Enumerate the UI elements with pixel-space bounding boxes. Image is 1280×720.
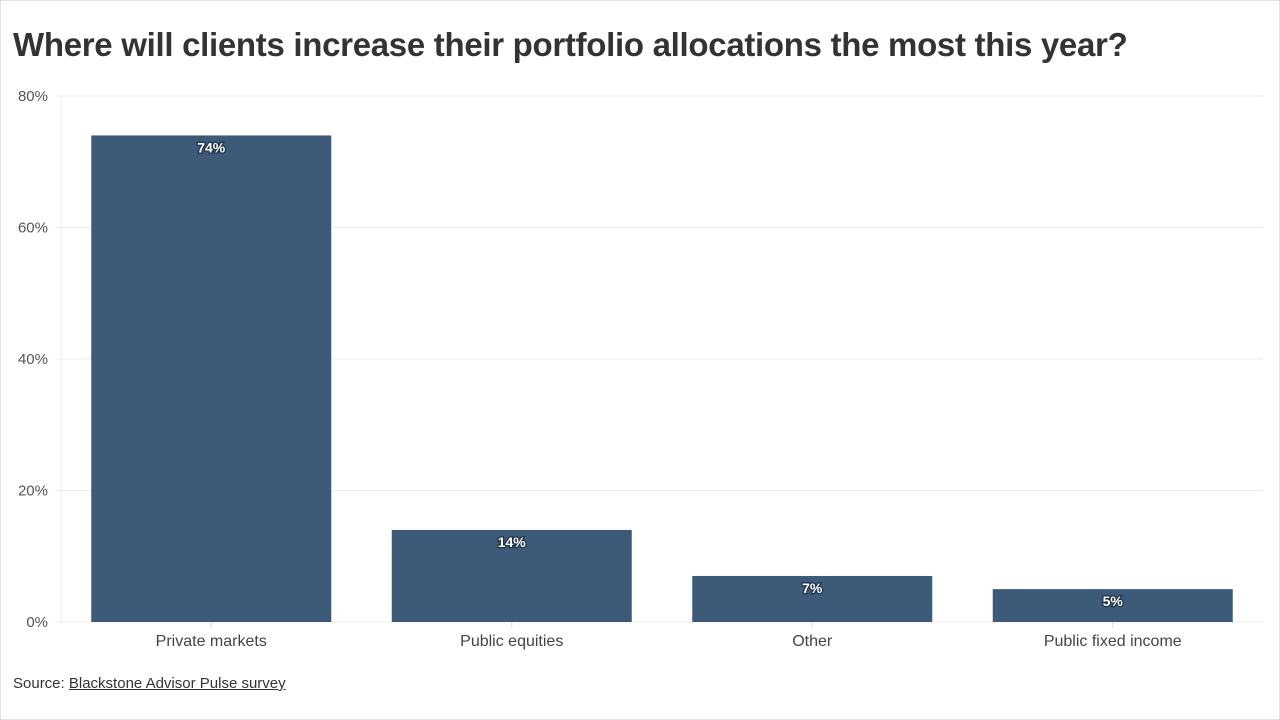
source-note: Source: Blackstone Advisor Pulse survey [13,675,286,692]
source-link[interactable]: Blackstone Advisor Pulse survey [68,675,286,692]
y-tick-label: 40% [18,351,48,368]
chart-title: Where will clients increase their portfo… [13,26,1128,63]
data-label: 14% [498,534,527,550]
bar [692,575,933,622]
x-tick-label: Private markets [156,633,267,650]
x-tick-label: Public fixed income [1044,633,1182,650]
data-label: 7% [802,580,823,596]
y-tick-label: 60% [18,220,48,237]
data-label: 74% [197,139,226,155]
bar [391,529,632,622]
y-tick-label: 20% [18,483,48,500]
y-tick-label: 80% [18,88,48,105]
source-prefix: Source: [13,675,69,692]
x-tick-label: Other [792,633,833,650]
bar [992,589,1233,622]
y-tick-label: 0% [26,614,48,631]
data-label: 5% [1103,593,1124,609]
x-tick-label: Public equities [460,633,563,650]
bar [91,135,332,622]
